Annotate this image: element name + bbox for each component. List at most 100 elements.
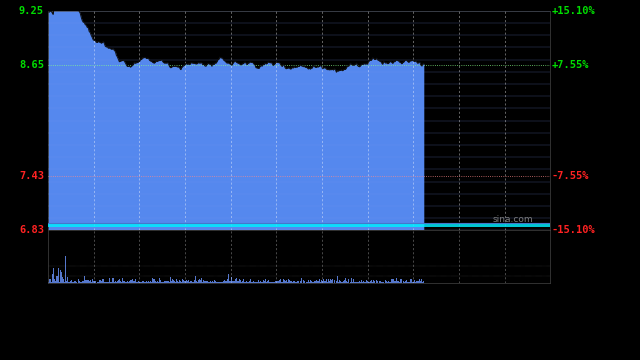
Bar — [331, 280, 332, 283]
Bar — [51, 274, 52, 283]
Bar — [175, 282, 176, 283]
Bar — [168, 281, 169, 283]
Bar — [215, 282, 216, 283]
Bar — [311, 281, 312, 283]
Bar — [336, 281, 337, 283]
Bar — [134, 281, 135, 283]
Bar — [196, 281, 197, 283]
Bar — [52, 268, 54, 283]
Bar — [283, 279, 284, 283]
Bar — [373, 280, 374, 283]
Bar — [157, 281, 158, 283]
Bar — [214, 280, 215, 283]
Bar — [379, 281, 380, 283]
Bar — [358, 282, 359, 283]
Bar — [341, 282, 342, 283]
Bar — [342, 282, 343, 283]
Bar — [374, 281, 375, 283]
Bar — [422, 282, 423, 283]
Bar — [344, 280, 345, 283]
Bar — [325, 280, 326, 283]
Bar — [246, 282, 248, 283]
Bar — [142, 281, 143, 283]
Bar — [128, 282, 129, 283]
Bar — [147, 282, 148, 283]
Bar — [234, 281, 236, 283]
Bar — [396, 278, 397, 283]
Bar — [132, 279, 133, 283]
Bar — [129, 282, 130, 283]
Bar — [61, 278, 63, 283]
Bar — [362, 282, 363, 283]
Bar — [284, 280, 285, 283]
Bar — [103, 279, 104, 283]
Bar — [400, 279, 401, 283]
Bar — [198, 280, 199, 283]
Bar — [54, 281, 56, 283]
Bar — [167, 280, 168, 283]
Bar — [138, 281, 139, 283]
Bar — [74, 280, 75, 283]
Bar — [340, 281, 341, 283]
Bar — [114, 282, 115, 283]
Bar — [320, 282, 321, 283]
Bar — [122, 278, 123, 283]
Bar — [257, 280, 259, 283]
Bar — [202, 282, 204, 283]
Bar — [278, 280, 280, 283]
Bar — [255, 282, 257, 283]
Text: 9.25: 9.25 — [19, 6, 44, 16]
Bar — [119, 279, 120, 283]
Bar — [259, 282, 260, 283]
Bar — [421, 279, 422, 283]
Bar — [330, 279, 331, 283]
Bar — [188, 279, 189, 283]
Bar — [239, 279, 241, 283]
Bar — [194, 280, 195, 283]
Bar — [126, 282, 127, 283]
Bar — [75, 282, 76, 283]
Bar — [318, 281, 319, 283]
Bar — [287, 279, 289, 283]
Bar — [316, 280, 317, 283]
Bar — [72, 282, 74, 283]
Bar — [86, 280, 88, 283]
Bar — [308, 282, 310, 283]
Bar — [133, 280, 134, 283]
Bar — [186, 280, 187, 283]
Bar — [361, 280, 362, 283]
Text: 8.65: 8.65 — [19, 60, 44, 70]
Text: -7.55%: -7.55% — [552, 171, 589, 181]
Bar — [121, 282, 122, 283]
Bar — [136, 282, 137, 283]
Bar — [111, 282, 112, 283]
Bar — [189, 282, 190, 283]
Bar — [285, 280, 287, 283]
Bar — [395, 281, 396, 283]
Bar — [297, 280, 298, 283]
Bar — [98, 282, 99, 283]
Bar — [359, 281, 360, 283]
Bar — [420, 281, 421, 283]
Bar — [351, 278, 352, 283]
Bar — [106, 282, 107, 283]
Bar — [156, 282, 157, 283]
Bar — [130, 280, 131, 283]
Bar — [367, 281, 368, 283]
Bar — [146, 281, 147, 283]
Bar — [207, 282, 208, 283]
Bar — [77, 279, 79, 283]
Bar — [244, 282, 246, 283]
Bar — [165, 281, 166, 283]
Bar — [108, 282, 109, 283]
Bar — [394, 280, 395, 283]
Bar — [252, 282, 253, 283]
Bar — [149, 282, 150, 283]
Bar — [88, 280, 89, 283]
Bar — [199, 279, 200, 283]
Bar — [357, 282, 358, 283]
Bar — [268, 280, 269, 283]
Bar — [223, 280, 225, 283]
Bar — [84, 280, 86, 283]
Bar — [95, 281, 96, 283]
